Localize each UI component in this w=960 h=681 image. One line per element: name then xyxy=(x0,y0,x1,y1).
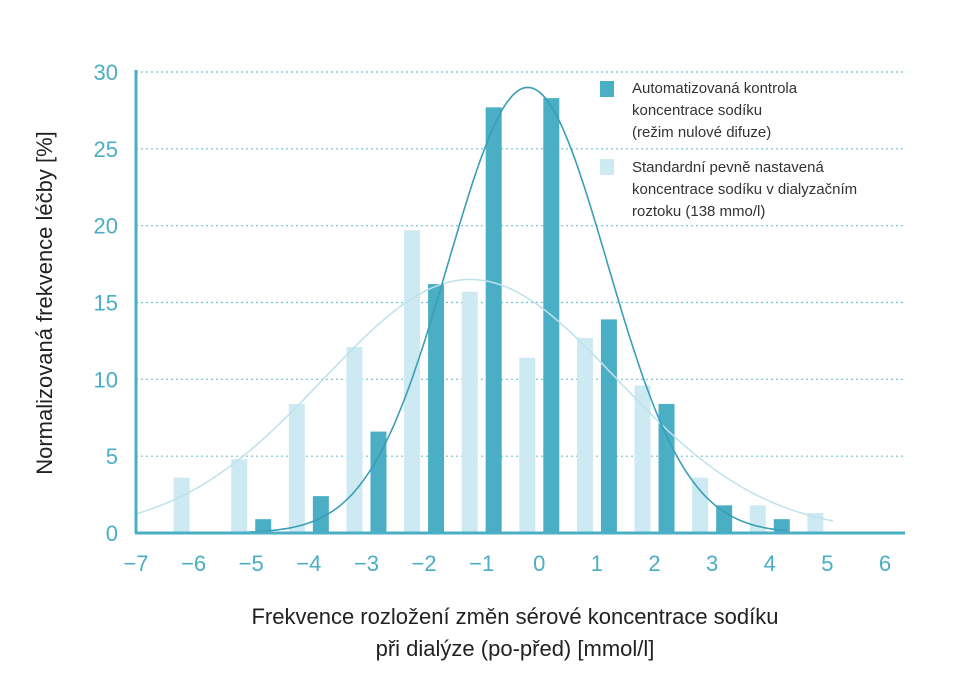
legend-label-automated-1: Automatizovaná kontrola xyxy=(632,80,798,97)
y-tick-label: 0 xyxy=(106,521,118,546)
standard-series-bars xyxy=(173,230,824,533)
grid-lines xyxy=(136,71,905,457)
x-tick-label: −6 xyxy=(181,551,206,576)
tick-labels: 0 5 10 15 20 25 30 −7 −6 −5 −4 −3 −2 −1 0 1 2 3 4 5 6 xyxy=(94,60,892,576)
legend-label-automated-3: (režim nulové difuze) xyxy=(632,124,771,141)
x-tick-label: −1 xyxy=(469,551,494,576)
y-tick-label: 5 xyxy=(106,444,118,469)
legend-swatch-automated xyxy=(600,81,614,97)
y-tick-label: 30 xyxy=(94,60,118,85)
fit-curve-standard xyxy=(135,278,834,522)
legend: Automatizovaná kontrola koncentrace sodí… xyxy=(600,80,857,220)
bar-automated xyxy=(600,319,617,533)
x-tick-label: −3 xyxy=(354,551,379,576)
x-tick-label: −5 xyxy=(239,551,264,576)
legend-swatch-standard xyxy=(600,159,614,175)
bar-standard xyxy=(692,477,709,533)
bar-standard xyxy=(231,459,248,533)
legend-label-standard-3: roztoku (138 mmo/l) xyxy=(632,203,765,220)
bar-standard xyxy=(288,403,305,533)
y-axis-title: Normalizovaná frekvence léčby [%] xyxy=(32,131,57,475)
bar-standard xyxy=(404,230,421,533)
axes xyxy=(134,70,905,535)
y-tick-label: 25 xyxy=(94,137,118,162)
bar-standard xyxy=(173,477,190,533)
x-tick-label: 0 xyxy=(533,551,545,576)
legend-label-automated-2: koncentrace sodíku xyxy=(632,102,762,119)
legend-label-standard-2: koncentrace sodíku v dialyzačním xyxy=(632,181,857,198)
x-tick-label: −7 xyxy=(123,551,148,576)
x-tick-label: 2 xyxy=(648,551,660,576)
bar-automated xyxy=(255,519,272,533)
bar-standard xyxy=(519,357,536,533)
fit-curve-automated xyxy=(228,86,788,534)
x-axis-title-line-1: Frekvence rozložení změn sérové koncentr… xyxy=(251,604,778,629)
y-tick-label: 10 xyxy=(94,367,118,392)
fit-curves xyxy=(135,86,834,534)
bar-automated xyxy=(428,284,445,533)
bar-automated xyxy=(370,431,387,533)
x-tick-label: −2 xyxy=(412,551,437,576)
y-tick-label: 15 xyxy=(94,291,118,316)
bar-automated xyxy=(658,403,675,533)
x-tick-label: 6 xyxy=(879,551,891,576)
x-tick-label: −4 xyxy=(296,551,321,576)
bar-automated xyxy=(485,107,502,534)
x-tick-label: 1 xyxy=(591,551,603,576)
bar-standard xyxy=(634,385,651,533)
bar-standard xyxy=(461,291,478,533)
bar-standard xyxy=(346,347,363,533)
x-tick-label: 3 xyxy=(706,551,718,576)
x-tick-label: 5 xyxy=(821,551,833,576)
bar-automated xyxy=(716,505,733,533)
bar-automated xyxy=(312,496,329,533)
y-tick-label: 20 xyxy=(94,214,118,239)
legend-label-standard-1: Standardní pevně nastavená xyxy=(632,159,824,176)
bar-standard xyxy=(749,505,766,533)
bar-standard xyxy=(576,337,593,533)
x-axis-title-line-2: při dialýze (po-před) [mmol/l] xyxy=(376,636,655,661)
x-tick-label: 4 xyxy=(764,551,776,576)
